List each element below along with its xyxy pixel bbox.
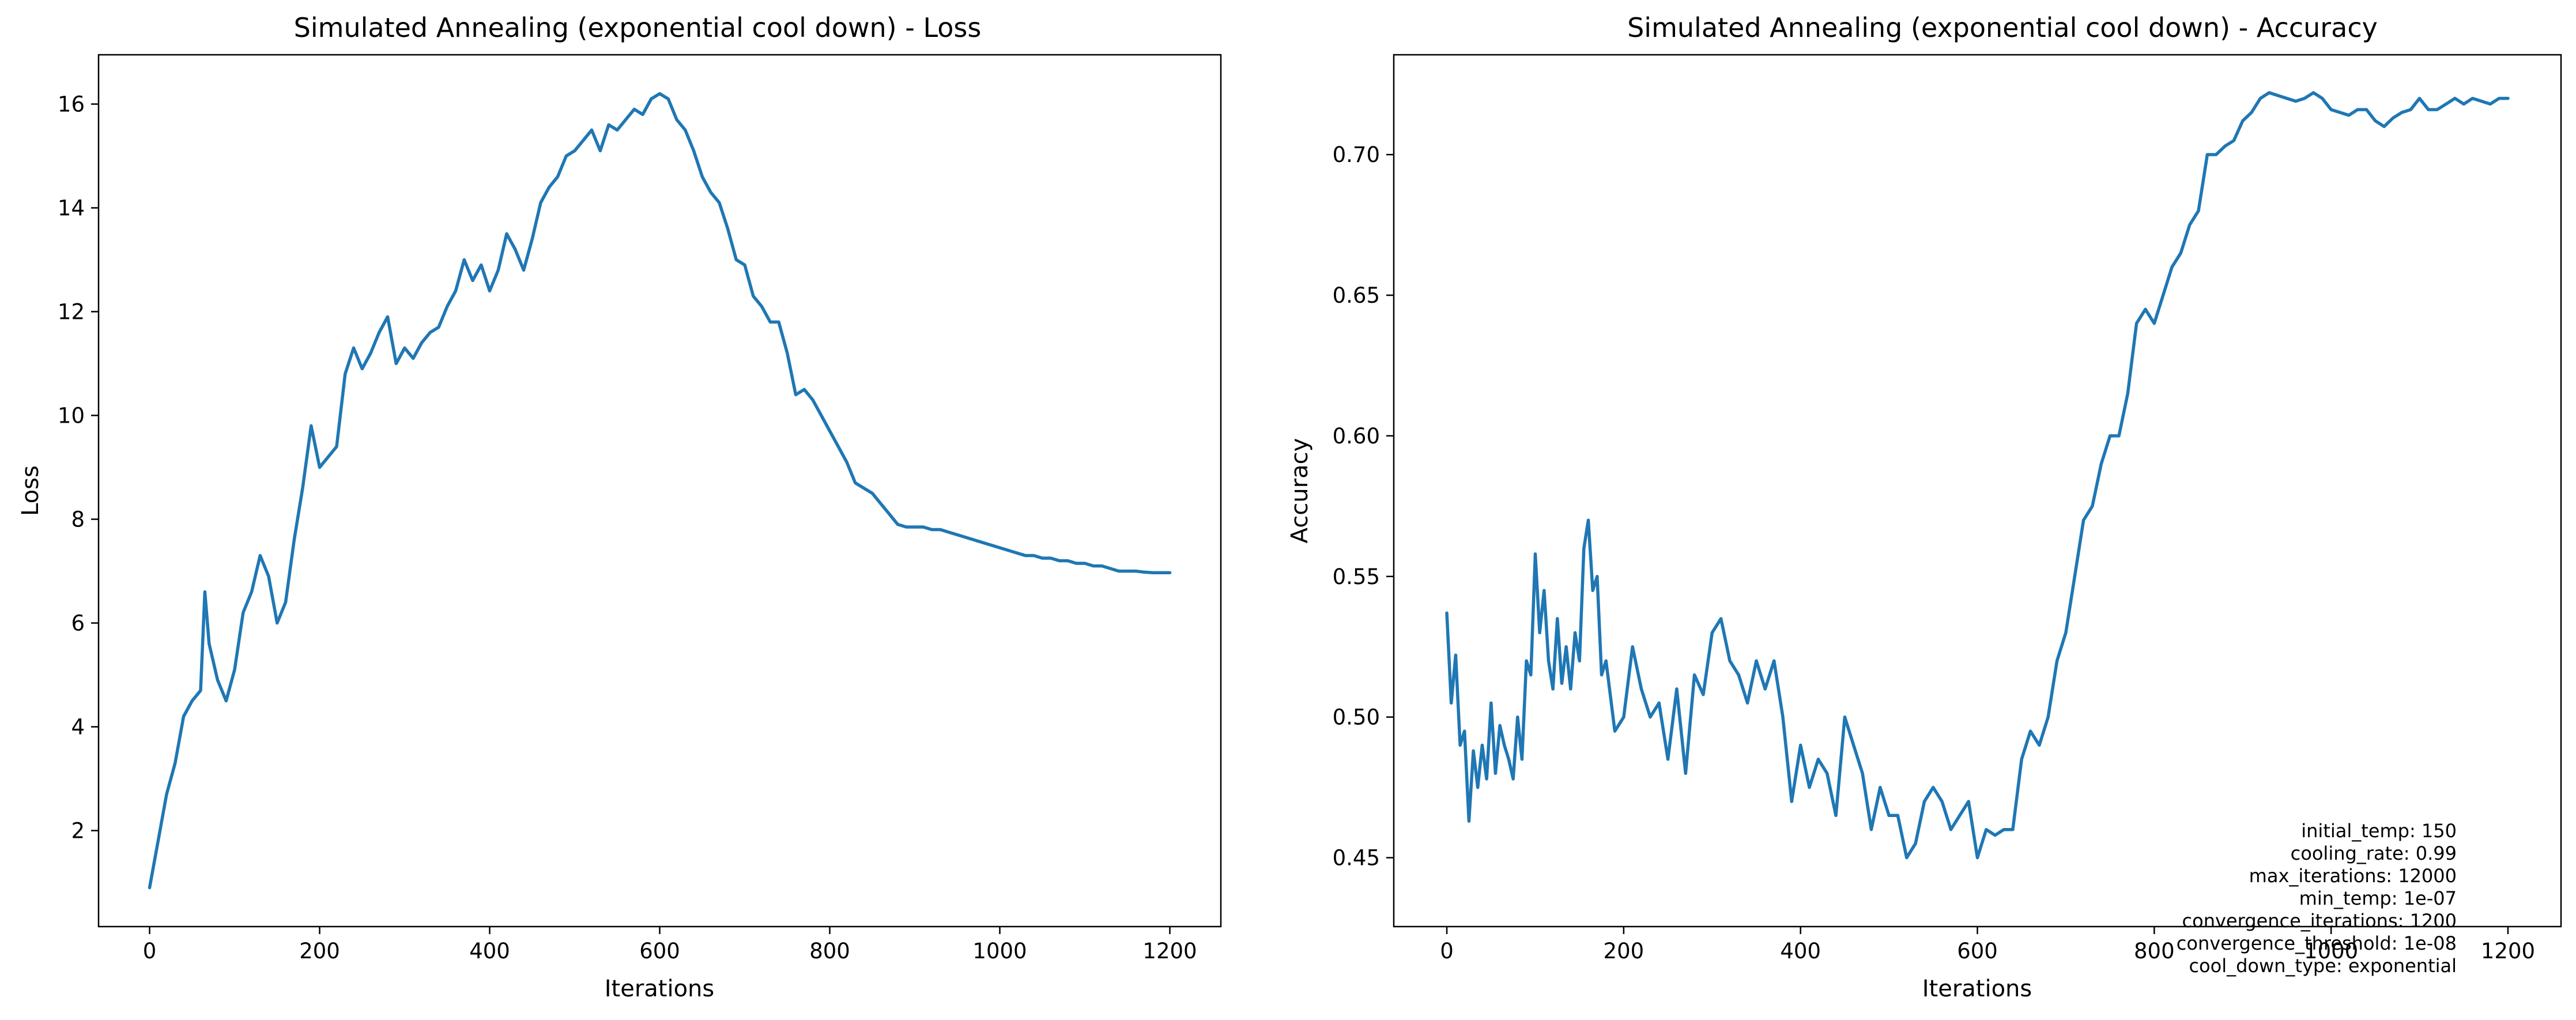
loss-y-tick-label: 6 bbox=[71, 611, 85, 636]
annotation-line-cooling-rate: cooling_rate: 0.99 bbox=[2291, 842, 2457, 864]
loss-x-tick-label: 400 bbox=[469, 939, 510, 963]
accuracy-y-tick-label: 0.50 bbox=[1333, 705, 1380, 730]
loss-x-tick-label: 1200 bbox=[1142, 939, 1197, 963]
accuracy-y-tick-label: 0.60 bbox=[1333, 424, 1380, 449]
accuracy-y-tick-label: 0.45 bbox=[1333, 846, 1380, 871]
loss-chart-ticks: 0 200 400 600 800 1000 1200 2 4 6 8 10 12 14 16 bbox=[58, 92, 1197, 964]
loss-y-tick-label: 4 bbox=[71, 715, 85, 740]
annotation-line-convergence-iterations: convergence_iterations: 1200 bbox=[2182, 910, 2457, 932]
loss-chart-frame bbox=[97, 54, 1222, 928]
annotation-line-min-temp: min_temp: 1e-07 bbox=[2299, 887, 2457, 909]
accuracy-x-tick-label: 800 bbox=[2134, 939, 2175, 963]
accuracy-x-tick-label: 1200 bbox=[2481, 939, 2535, 963]
accuracy-x-tick-label: 400 bbox=[1780, 939, 1821, 963]
accuracy-x-tick-label: 200 bbox=[1604, 939, 1645, 963]
annotation-line-initial-temp: initial_temp: 150 bbox=[2301, 820, 2457, 842]
loss-y-tick-label: 12 bbox=[58, 300, 85, 325]
loss-y-tick-label: 2 bbox=[71, 819, 85, 844]
accuracy-y-tick-label: 0.70 bbox=[1333, 142, 1380, 167]
loss-y-tick-label: 16 bbox=[58, 92, 85, 117]
annotation-line-max-iterations: max_iterations: 12000 bbox=[2249, 865, 2457, 887]
accuracy-x-tick-label: 1000 bbox=[2304, 939, 2358, 963]
accuracy-chart-ticks: 0 200 400 600 800 1000 1200 0.45 0.50 0.55 0.60 0.6… bbox=[1333, 142, 2535, 963]
loss-x-tick-label: 1000 bbox=[972, 939, 1027, 963]
loss-x-tick-label: 600 bbox=[639, 939, 680, 963]
accuracy-line bbox=[1445, 91, 2510, 860]
loss-x-tick-label: 0 bbox=[143, 939, 157, 963]
accuracy-x-tick-label: 0 bbox=[1440, 939, 1454, 963]
loss-x-tick-label: 800 bbox=[809, 939, 850, 963]
accuracy-chart: Simulated Annealing (exponential cool do… bbox=[1287, 12, 2562, 1002]
loss-y-tick-label: 10 bbox=[58, 404, 85, 428]
accuracy-y-axis-label: Accuracy bbox=[1287, 438, 1313, 544]
accuracy-y-tick-label: 0.55 bbox=[1333, 564, 1380, 589]
loss-line bbox=[148, 92, 1172, 890]
loss-chart-title: Simulated Annealing (exponential cool do… bbox=[294, 12, 982, 43]
accuracy-x-tick-label: 600 bbox=[1957, 939, 1998, 963]
annotation-line-cool-down-type: cool_down_type: exponential bbox=[2189, 955, 2457, 977]
accuracy-chart-title: Simulated Annealing (exponential cool do… bbox=[1627, 12, 2378, 43]
annotation-line-convergence-threshold: convergence_threshold: 1e-08 bbox=[2177, 932, 2457, 954]
loss-y-tick-label: 14 bbox=[58, 196, 85, 221]
accuracy-chart-frame bbox=[1393, 54, 2562, 928]
loss-y-axis-label: Loss bbox=[17, 465, 44, 516]
loss-x-axis-label: Iterations bbox=[605, 976, 715, 1002]
accuracy-y-tick-label: 0.65 bbox=[1333, 283, 1380, 308]
loss-chart: Simulated Annealing (exponential cool do… bbox=[17, 12, 1222, 1002]
accuracy-x-axis-label: Iterations bbox=[1922, 976, 2032, 1002]
loss-y-tick-label: 8 bbox=[71, 507, 85, 532]
loss-x-tick-label: 200 bbox=[299, 939, 340, 963]
